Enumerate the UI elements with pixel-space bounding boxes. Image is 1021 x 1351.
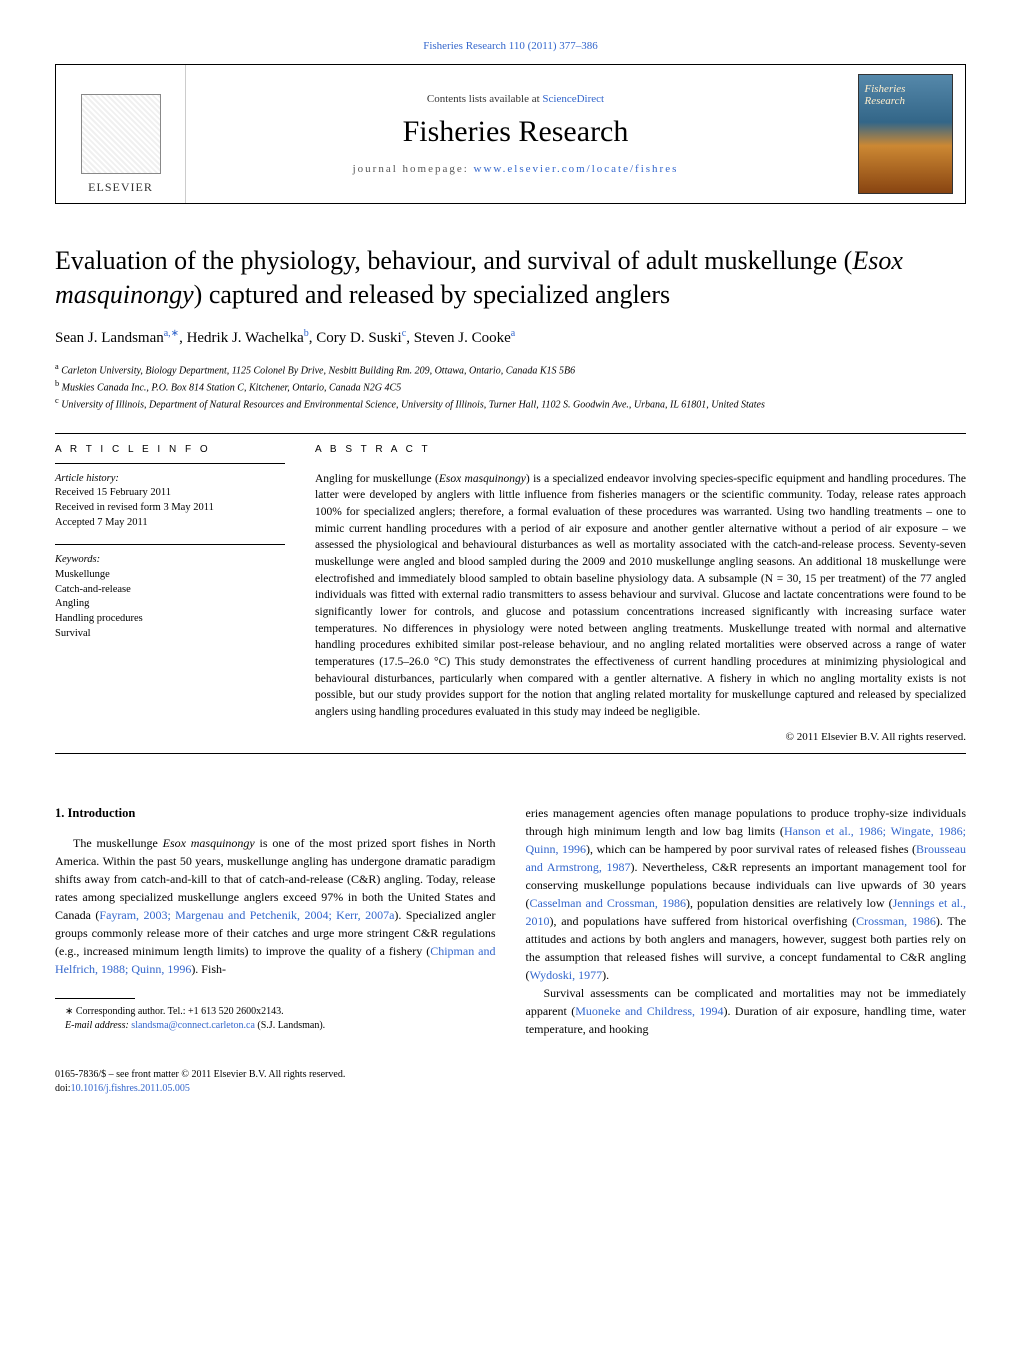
abstract-text: Angling for muskellunge (Esox masquinong… bbox=[315, 471, 966, 721]
ref-wydoski[interactable]: Wydoski, 1977 bbox=[530, 968, 603, 982]
ref-fayram[interactable]: Fayram, 2003; Margenau and Petchenik, 20… bbox=[99, 908, 394, 922]
affiliation-c: c University of Illinois, Department of … bbox=[55, 395, 966, 412]
body-columns: 1. Introduction The muskellunge Esox mas… bbox=[55, 804, 966, 1038]
author-4: Steven J. Cooke bbox=[414, 330, 511, 346]
footnote-separator bbox=[55, 998, 135, 999]
title-pre: Evaluation of the physiology, behaviour,… bbox=[55, 246, 852, 275]
article-title: Evaluation of the physiology, behaviour,… bbox=[55, 244, 966, 312]
article-info-column: A R T I C L E I N F O Article history: R… bbox=[55, 444, 285, 743]
journal-homepage-link[interactable]: www.elsevier.com/locate/fishres bbox=[474, 163, 679, 175]
corresponding-author-footnote: ∗ Corresponding author. Tel.: +1 613 520… bbox=[55, 1005, 496, 1019]
homepage-prefix: journal homepage: bbox=[353, 163, 474, 175]
divider-top bbox=[55, 433, 966, 434]
footer: 0165-7836/$ – see front matter © 2011 El… bbox=[55, 1068, 966, 1096]
info-divider-2 bbox=[55, 544, 285, 545]
aff-b-text: Muskies Canada Inc., P.O. Box 814 Statio… bbox=[62, 382, 402, 393]
keyword-4: Handling procedures bbox=[55, 612, 285, 627]
abstract-copyright: © 2011 Elsevier B.V. All rights reserved… bbox=[315, 731, 966, 743]
footer-doi-line: doi:10.1016/j.fishres.2011.05.005 bbox=[55, 1082, 966, 1096]
title-post: ) captured and released by specialized a… bbox=[194, 280, 670, 309]
elsevier-tree-icon bbox=[81, 94, 161, 174]
abstract-pre: Angling for muskellunge ( bbox=[315, 473, 439, 485]
col2-p1-end: ). bbox=[602, 968, 609, 982]
intro-paragraph-2: Survival assessments can be complicated … bbox=[526, 984, 967, 1038]
info-divider-1 bbox=[55, 463, 285, 464]
sciencedirect-link[interactable]: ScienceDirect bbox=[542, 93, 604, 105]
divider-bottom bbox=[55, 753, 966, 754]
body-column-right: eries management agencies often manage p… bbox=[526, 804, 967, 1038]
abstract-species: Esox masquinongy bbox=[439, 473, 526, 485]
abstract-label: A B S T R A C T bbox=[315, 444, 966, 455]
author-1-sup: a,∗ bbox=[164, 328, 179, 339]
abstract-post: ) is a specialized endeavor involving sp… bbox=[315, 473, 966, 718]
keyword-1: Muskellunge bbox=[55, 568, 285, 583]
email-label: E-mail address: bbox=[65, 1020, 131, 1031]
journal-name: Fisheries Research bbox=[403, 115, 629, 149]
col2-p1-mid1: ), which can be hampered by poor surviva… bbox=[586, 842, 916, 856]
affiliations: a Carleton University, Biology Departmen… bbox=[55, 361, 966, 413]
author-1: Sean J. Landsman bbox=[55, 330, 164, 346]
publisher-logo-box: ELSEVIER bbox=[56, 65, 186, 203]
history-received: Received 15 February 2011 bbox=[55, 486, 285, 501]
contents-available-line: Contents lists available at ScienceDirec… bbox=[427, 93, 604, 105]
keyword-5: Survival bbox=[55, 627, 285, 642]
history-accepted: Accepted 7 May 2011 bbox=[55, 516, 285, 531]
masthead-center: Contents lists available at ScienceDirec… bbox=[186, 65, 845, 203]
authors-line: Sean J. Landsmana,∗, Hedrik J. Wachelkab… bbox=[55, 328, 966, 347]
doi-link[interactable]: 10.1016/j.fishres.2011.05.005 bbox=[71, 1083, 190, 1094]
info-abstract-row: A R T I C L E I N F O Article history: R… bbox=[55, 444, 966, 743]
author-2-sup: b bbox=[304, 328, 309, 339]
affiliation-b: b Muskies Canada Inc., P.O. Box 814 Stat… bbox=[55, 378, 966, 395]
intro-paragraph-1: The muskellunge Esox masquinongy is one … bbox=[55, 834, 496, 978]
aff-a-sup: a bbox=[55, 362, 59, 371]
introduction-heading: 1. Introduction bbox=[55, 804, 496, 823]
aff-a-text: Carleton University, Biology Department,… bbox=[61, 365, 575, 376]
author-4-sup: a bbox=[511, 328, 515, 339]
footer-copyright: 0165-7836/$ – see front matter © 2011 El… bbox=[55, 1068, 966, 1082]
author-3-sup: c bbox=[402, 328, 406, 339]
journal-cover-thumbnail: Fisheries Research bbox=[858, 74, 953, 194]
cover-title: Fisheries Research bbox=[865, 83, 946, 107]
journal-homepage-line: journal homepage: www.elsevier.com/locat… bbox=[353, 163, 679, 175]
email-footnote: E-mail address: slandsma@connect.carleto… bbox=[55, 1019, 496, 1033]
intro-p1-pre: The muskellunge bbox=[73, 836, 163, 850]
contents-prefix: Contents lists available at bbox=[427, 93, 542, 105]
header-citation: Fisheries Research 110 (2011) 377–386 bbox=[55, 40, 966, 52]
aff-b-sup: b bbox=[55, 379, 59, 388]
aff-c-text: University of Illinois, Department of Na… bbox=[61, 400, 765, 411]
email-link[interactable]: slandsma@connect.carleton.ca bbox=[131, 1020, 255, 1031]
ref-casselman[interactable]: Casselman and Crossman, 1986 bbox=[530, 896, 686, 910]
col2-p1-mid3: ), population densities are relatively l… bbox=[686, 896, 893, 910]
intro-p1-species: Esox masquinongy bbox=[163, 836, 255, 850]
col2-p1-mid4: ), and populations have suffered from hi… bbox=[550, 914, 857, 928]
article-history-block: Article history: Received 15 February 20… bbox=[55, 472, 285, 531]
abstract-column: A B S T R A C T Angling for muskellunge … bbox=[315, 444, 966, 743]
publisher-name: ELSEVIER bbox=[88, 180, 153, 195]
masthead: ELSEVIER Contents lists available at Sci… bbox=[55, 64, 966, 204]
body-column-left: 1. Introduction The muskellunge Esox mas… bbox=[55, 804, 496, 1038]
doi-prefix: doi: bbox=[55, 1083, 71, 1094]
keywords-block: Keywords: Muskellunge Catch-and-release … bbox=[55, 553, 285, 641]
ref-muoneke[interactable]: Muoneke and Childress, 1994 bbox=[575, 1004, 723, 1018]
history-heading: Article history: bbox=[55, 472, 285, 487]
aff-c-sup: c bbox=[55, 396, 59, 405]
keywords-heading: Keywords: bbox=[55, 553, 285, 568]
author-3: Cory D. Suski bbox=[316, 330, 401, 346]
affiliation-a: a Carleton University, Biology Departmen… bbox=[55, 361, 966, 378]
ref-crossman[interactable]: Crossman, 1986 bbox=[856, 914, 936, 928]
cover-thumbnail-box: Fisheries Research bbox=[845, 65, 965, 203]
keyword-3: Angling bbox=[55, 597, 285, 612]
keyword-2: Catch-and-release bbox=[55, 583, 285, 598]
intro-p1-post3: ). Fish- bbox=[191, 962, 226, 976]
email-post: (S.J. Landsman). bbox=[255, 1020, 325, 1031]
intro-paragraph-1-cont: eries management agencies often manage p… bbox=[526, 804, 967, 984]
author-2: Hedrik J. Wachelka bbox=[187, 330, 304, 346]
article-info-label: A R T I C L E I N F O bbox=[55, 444, 285, 455]
history-revised: Received in revised form 3 May 2011 bbox=[55, 501, 285, 516]
